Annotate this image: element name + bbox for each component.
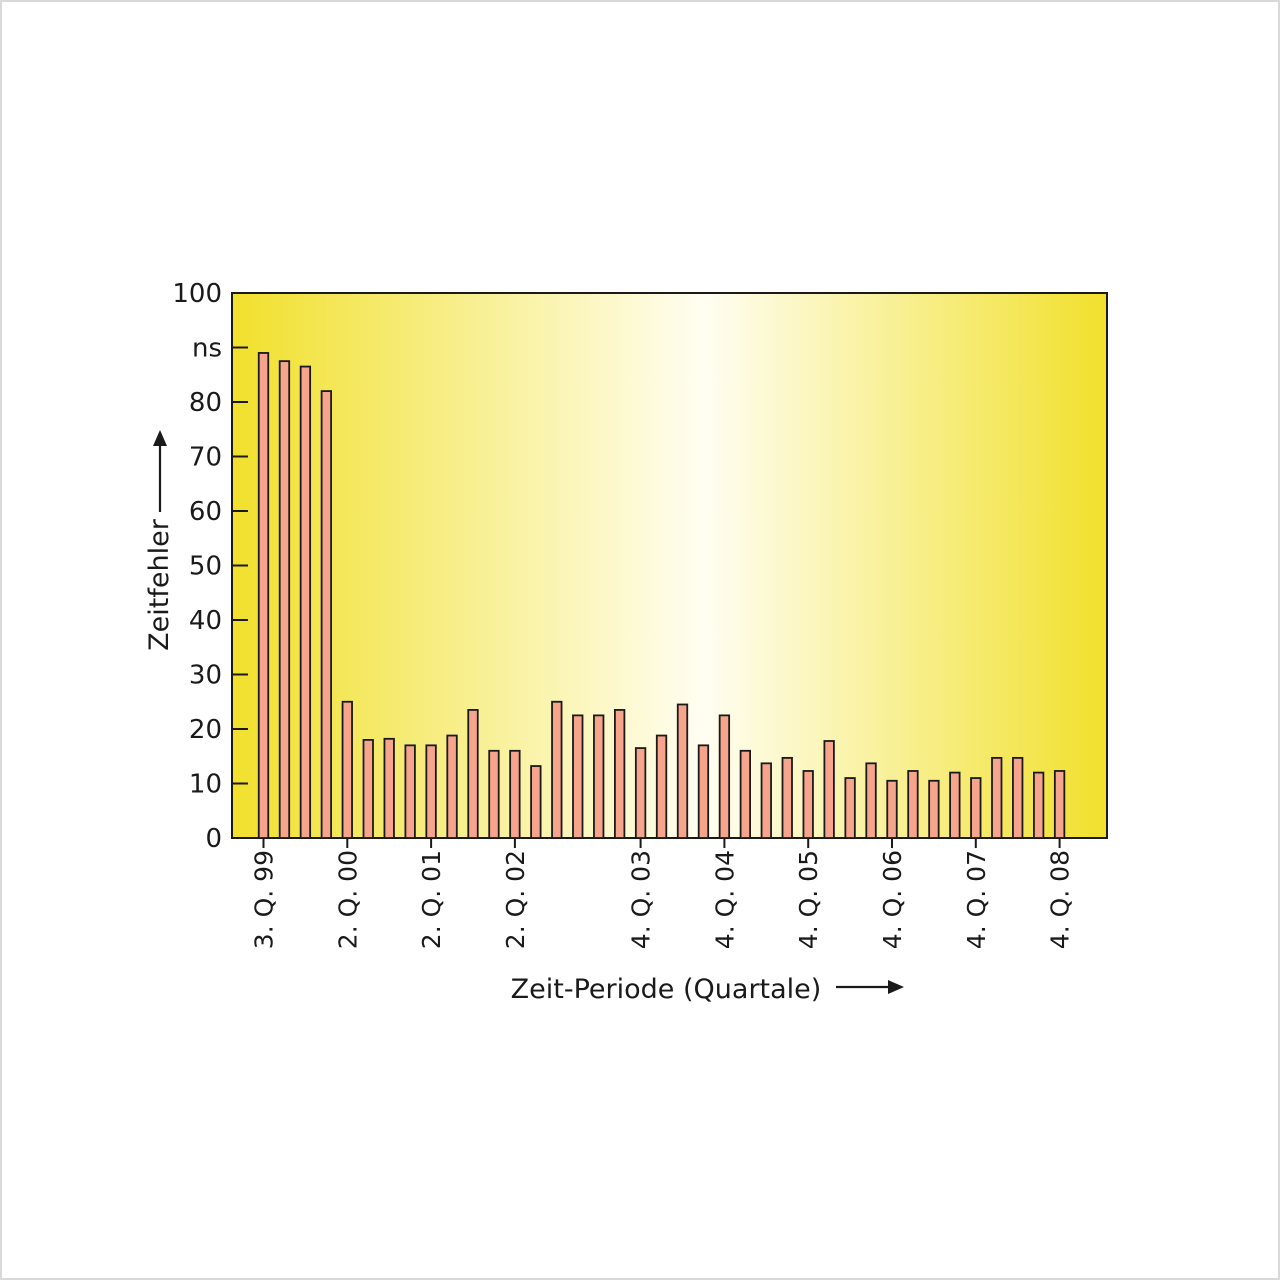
bar bbox=[970, 777, 982, 839]
bar bbox=[718, 714, 731, 839]
bar bbox=[1033, 771, 1045, 839]
x-tick-label: 4. Q. 08 bbox=[1046, 850, 1075, 949]
y-axis-ticks: 0 10 20 30 40 50 60 70 80 ns 100 bbox=[172, 279, 248, 854]
y-tick-label: 100 bbox=[172, 279, 222, 309]
bar bbox=[760, 762, 772, 839]
bar bbox=[697, 744, 710, 839]
bar bbox=[383, 737, 395, 839]
bar bbox=[949, 771, 961, 839]
bar bbox=[299, 365, 312, 839]
bar bbox=[655, 734, 668, 839]
bars bbox=[257, 352, 1066, 839]
bar bbox=[572, 714, 584, 839]
bar bbox=[634, 747, 647, 839]
bar bbox=[509, 749, 521, 839]
bar bbox=[551, 700, 563, 839]
x-tick-label: 3. Q. 99 bbox=[250, 850, 279, 949]
bar bbox=[886, 779, 898, 839]
bar bbox=[928, 779, 940, 839]
x-tick-label: 4. Q. 07 bbox=[962, 850, 991, 949]
bar bbox=[1053, 770, 1066, 839]
plot-area bbox=[231, 292, 1108, 839]
bar bbox=[1012, 756, 1024, 839]
y-axis-label: Zeitfehler bbox=[144, 518, 175, 651]
bar bbox=[467, 709, 479, 839]
y-tick-label: 0 bbox=[205, 824, 222, 854]
bar bbox=[676, 703, 689, 839]
y-tick-label: 10 bbox=[189, 770, 222, 800]
y-tick-label: 20 bbox=[189, 715, 222, 745]
x-axis-arrow bbox=[836, 980, 904, 994]
bar bbox=[488, 749, 500, 839]
x-tick-label: 4. Q. 03 bbox=[627, 850, 656, 949]
bar bbox=[865, 762, 877, 839]
y-tick-label: ns bbox=[192, 334, 222, 364]
x-tick-label: 4. Q. 06 bbox=[878, 850, 907, 949]
bar bbox=[320, 390, 333, 839]
bar bbox=[614, 709, 626, 839]
x-axis-ticks: 3. Q. 99 2. Q. 00 2. Q. 01 2. Q. 02 4. Q. 03… bbox=[250, 838, 1075, 949]
x-tick-label: 4. Q. 04 bbox=[710, 850, 739, 949]
bar bbox=[257, 352, 270, 839]
y-tick-label: 60 bbox=[189, 497, 222, 527]
y-tick-label: 50 bbox=[189, 552, 222, 582]
y-axis-arrow bbox=[153, 430, 167, 512]
y-tick-label: 70 bbox=[189, 443, 222, 473]
bar bbox=[341, 700, 353, 839]
x-tick-label: 2. Q. 00 bbox=[333, 850, 362, 949]
x-tick-label: 2. Q. 01 bbox=[417, 850, 446, 949]
bar bbox=[593, 714, 605, 839]
bar bbox=[802, 770, 814, 839]
bar bbox=[404, 744, 416, 839]
bar bbox=[907, 770, 919, 839]
y-tick-label: 30 bbox=[189, 661, 222, 691]
bar bbox=[781, 756, 793, 839]
bar bbox=[530, 765, 542, 839]
bar bbox=[739, 749, 751, 839]
x-tick-label: 4. Q. 05 bbox=[794, 850, 823, 949]
y-tick-label: 80 bbox=[189, 388, 222, 418]
y-tick-label: 40 bbox=[189, 606, 222, 636]
bar bbox=[823, 740, 835, 839]
bar bbox=[446, 734, 458, 839]
bar bbox=[844, 777, 856, 839]
x-axis-label: Zeit-Periode (Quartale) bbox=[511, 974, 822, 1005]
x-tick-label: 2. Q. 02 bbox=[501, 850, 530, 949]
bar bbox=[362, 739, 374, 839]
bar bbox=[991, 756, 1003, 839]
bar bbox=[425, 744, 437, 839]
bar bbox=[278, 360, 291, 839]
